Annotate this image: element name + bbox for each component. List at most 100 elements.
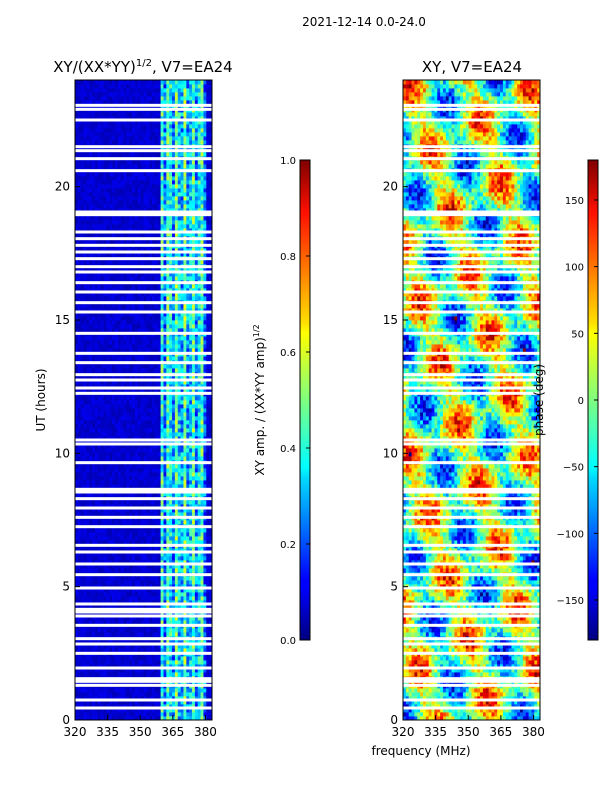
heatmap-cell xyxy=(94,568,99,573)
heatmap-cell xyxy=(106,436,110,441)
heatmap-cell xyxy=(120,388,124,393)
heatmap-cell xyxy=(114,452,119,457)
heatmap-cell xyxy=(149,512,153,517)
heatmap-cell xyxy=(80,644,84,649)
heatmap-cell xyxy=(163,480,167,485)
heatmap-cell xyxy=(75,512,79,517)
heatmap-cell xyxy=(106,644,110,649)
heatmap-cell xyxy=(166,452,170,457)
heatmap-cell xyxy=(75,480,79,485)
heatmap-cell xyxy=(77,336,82,341)
heatmap-cell xyxy=(109,324,113,329)
heatmap-cell xyxy=(163,384,167,389)
heatmap-cell xyxy=(209,560,213,565)
heatmap-cell xyxy=(172,456,176,461)
heatmap-cell xyxy=(123,432,127,437)
heatmap-cell xyxy=(132,480,136,485)
heatmap-cell xyxy=(75,556,79,561)
heatmap-cell xyxy=(152,620,156,625)
heatmap-cell xyxy=(169,472,173,477)
heatmap-cell xyxy=(92,504,96,509)
heatmap-cell xyxy=(109,436,113,441)
heatmap-cell xyxy=(177,568,181,573)
heatmap-cell xyxy=(180,440,184,445)
heatmap-cell xyxy=(140,612,144,617)
heatmap-cell xyxy=(89,308,93,313)
heatmap-cell xyxy=(166,416,170,421)
heatmap-cell xyxy=(123,632,127,637)
heatmap-cell xyxy=(209,568,213,573)
heatmap-cell xyxy=(160,548,164,553)
heatmap-cell xyxy=(163,704,167,709)
heatmap-cell xyxy=(109,532,113,537)
heatmap-cell xyxy=(106,380,110,385)
heatmap-cell xyxy=(123,324,127,329)
heatmap-cell xyxy=(152,520,156,525)
heatmap-cell xyxy=(94,716,99,721)
heatmap-cell xyxy=(92,712,96,717)
heatmap-cell xyxy=(206,648,210,653)
heatmap-cell xyxy=(186,568,190,573)
heatmap-cell xyxy=(192,520,196,525)
heatmap-cell xyxy=(92,476,96,481)
heatmap-cell xyxy=(163,376,167,381)
heatmap-cell xyxy=(143,528,147,533)
heatmap-cell xyxy=(163,344,167,349)
heatmap-cell xyxy=(77,364,82,369)
heatmap-cell xyxy=(83,400,87,405)
heatmap-cell xyxy=(163,420,167,425)
heatmap-cell xyxy=(183,556,187,561)
heatmap-cell xyxy=(200,704,204,709)
heatmap-cell xyxy=(123,520,127,525)
heatmap-cell xyxy=(126,468,130,473)
heatmap-cell xyxy=(140,568,144,573)
heatmap-cell xyxy=(160,584,164,589)
heatmap-cell xyxy=(120,556,124,561)
heatmap-cell xyxy=(109,336,113,341)
heatmap-cell xyxy=(140,560,144,565)
heatmap-cell xyxy=(94,376,99,381)
heatmap-cell xyxy=(134,704,139,709)
heatmap-cell xyxy=(197,540,201,545)
heatmap-cell xyxy=(100,628,104,633)
heatmap-cell xyxy=(97,500,102,505)
heatmap-cell xyxy=(132,704,136,709)
heatmap-cell xyxy=(132,584,136,589)
heatmap-cell xyxy=(75,484,79,489)
heatmap-cell xyxy=(172,688,176,693)
heatmap-cell xyxy=(160,568,164,573)
heatmap-cell xyxy=(97,420,102,425)
heatmap-cell xyxy=(137,376,142,381)
heatmap-cell xyxy=(192,468,196,473)
heatmap-cell xyxy=(97,564,102,569)
heatmap-cell xyxy=(189,404,193,409)
heatmap-cell xyxy=(174,668,179,673)
heatmap-cell xyxy=(183,340,187,345)
heatmap-cell xyxy=(80,548,84,553)
heatmap-cell xyxy=(172,420,176,425)
heatmap-cell xyxy=(114,380,119,385)
heatmap-cell xyxy=(120,440,124,445)
heatmap-cell xyxy=(180,380,184,385)
heatmap-cell xyxy=(143,504,147,509)
heatmap-cell xyxy=(146,336,150,341)
heatmap-cell xyxy=(143,640,147,645)
heatmap-cell xyxy=(117,660,122,665)
heatmap-cell xyxy=(92,340,96,345)
heatmap-cell xyxy=(117,436,122,441)
heatmap-cell xyxy=(120,312,124,317)
heatmap-cell xyxy=(152,404,156,409)
heatmap-cell xyxy=(126,308,130,313)
heatmap-cell xyxy=(197,668,201,673)
heatmap-cell xyxy=(166,696,170,701)
heatmap-cell xyxy=(75,552,79,557)
heatmap-cell xyxy=(109,448,113,453)
heatmap-cell xyxy=(97,528,102,533)
heatmap-cell xyxy=(143,484,147,489)
heatmap-cell xyxy=(149,556,153,561)
heatmap-cell xyxy=(166,532,170,537)
heatmap-cell xyxy=(157,588,162,593)
heatmap-cell xyxy=(114,420,119,425)
heatmap-cell xyxy=(177,564,181,569)
heatmap-cell xyxy=(149,336,153,341)
